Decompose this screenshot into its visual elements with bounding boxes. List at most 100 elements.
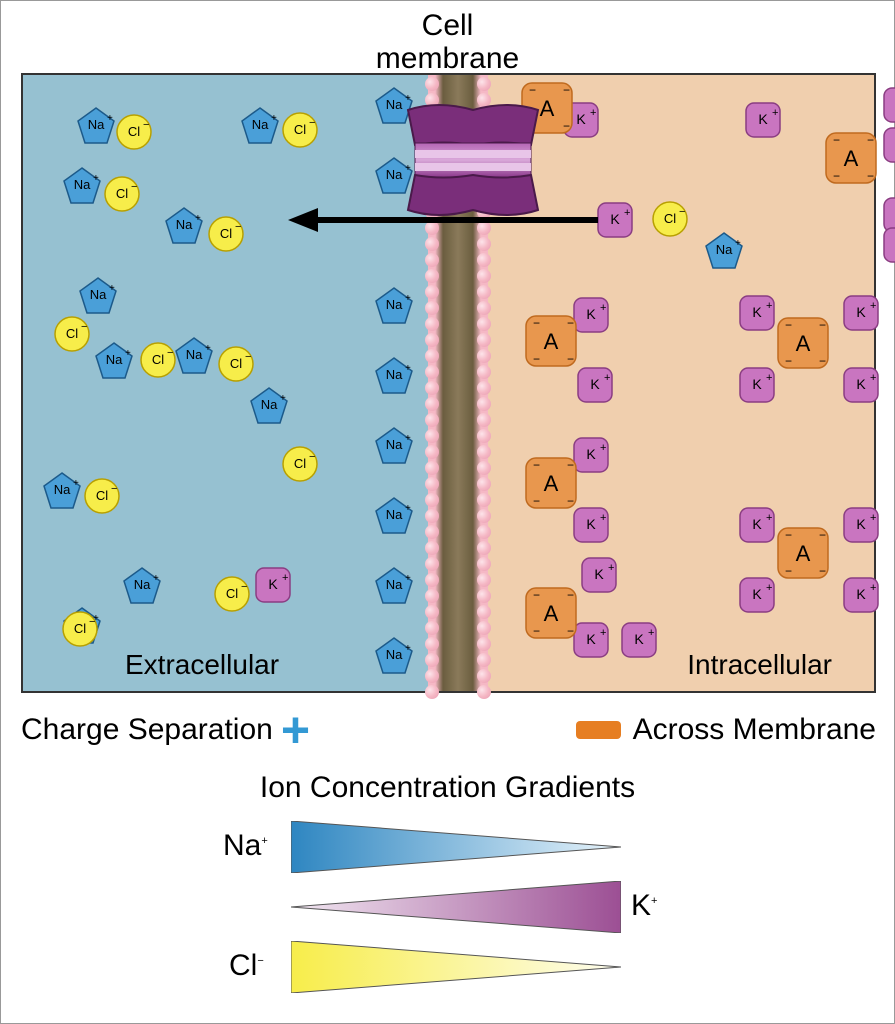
svg-text:−: − (867, 169, 874, 183)
svg-text:−: − (143, 119, 149, 131)
chloride-ion: Cl− (281, 111, 319, 149)
svg-text:+: + (405, 433, 411, 444)
potassium-ion: K+ (881, 85, 895, 125)
svg-text:−: − (309, 117, 315, 129)
svg-text:K: K (268, 576, 278, 592)
svg-text:Cl: Cl (66, 326, 78, 341)
phospholipid-head (477, 669, 491, 683)
svg-text:−: − (567, 588, 574, 602)
phospholipid-head (425, 445, 439, 459)
svg-text:A: A (844, 146, 859, 171)
phospholipid-head (477, 477, 491, 491)
phospholipid-head (477, 445, 491, 459)
chloride-ion: Cl− (651, 200, 689, 238)
phospholipid-head (425, 621, 439, 635)
phospholipid-head (425, 493, 439, 507)
svg-text:Na: Na (261, 397, 278, 412)
svg-text:Cl: Cl (220, 226, 232, 241)
svg-text:Cl: Cl (152, 352, 164, 367)
svg-text:Cl: Cl (74, 621, 86, 636)
phospholipid-head (425, 301, 439, 315)
potassium-ion: K+ (841, 365, 881, 405)
svg-text:Na: Na (186, 347, 203, 362)
svg-text:+: + (107, 113, 113, 124)
svg-text:+: + (870, 512, 876, 524)
svg-text:−: − (533, 458, 540, 472)
svg-text:−: − (245, 351, 251, 363)
phospholipid-head (477, 509, 491, 523)
phospholipid-head (477, 541, 491, 555)
svg-text:A: A (544, 471, 559, 496)
anion: A−−−− (775, 315, 831, 371)
svg-text:−: − (567, 352, 574, 366)
phospholipid-head (425, 461, 439, 475)
svg-text:−: − (867, 133, 874, 147)
svg-text:+: + (766, 582, 772, 594)
svg-text:Cl: Cl (294, 456, 306, 471)
phospholipid-head (425, 269, 439, 283)
sodium-ion: Na+ (373, 495, 415, 537)
potassium-ion: K+ (737, 293, 777, 333)
svg-text:K: K (586, 446, 596, 462)
anion: A−−−− (523, 313, 579, 369)
svg-text:+: + (735, 238, 741, 249)
svg-text:Cl: Cl (664, 211, 676, 226)
phospholipid-head (425, 253, 439, 267)
svg-text:Na: Na (74, 177, 91, 192)
svg-text:K: K (752, 304, 762, 320)
svg-text:+: + (624, 207, 630, 219)
svg-text:Na: Na (386, 437, 403, 452)
phospholipid-head (425, 317, 439, 331)
svg-text:Cl: Cl (116, 186, 128, 201)
svg-text:Na: Na (90, 287, 107, 302)
sodium-ion: Na+ (77, 275, 119, 317)
svg-text:+: + (73, 478, 79, 489)
phospholipid-head (477, 269, 491, 283)
phospholipid-head (477, 461, 491, 475)
svg-text:Na: Na (386, 577, 403, 592)
svg-text:−: − (819, 528, 826, 542)
svg-text:K: K (856, 304, 866, 320)
chloride-ion: Cl− (53, 315, 91, 353)
phospholipid-head (425, 397, 439, 411)
svg-text:K: K (586, 516, 596, 532)
intracellular-label: Intracellular (687, 649, 832, 681)
charge-label-1: Charge Separation (21, 713, 273, 747)
svg-text:Na: Na (88, 117, 105, 132)
svg-text:Cl: Cl (128, 124, 140, 139)
sodium-ion: Na+ (373, 285, 415, 327)
phospholipid-head (425, 557, 439, 571)
phospholipid-head (477, 685, 491, 699)
svg-text:K: K (856, 586, 866, 602)
phospholipid-head (477, 349, 491, 363)
gradients-title: Ion Concentration Gradients (260, 771, 635, 805)
svg-text:A: A (796, 331, 811, 356)
svg-text:K: K (610, 211, 620, 227)
phospholipid-head (477, 573, 491, 587)
anion: A−−−− (823, 130, 879, 186)
phospholipid-head (425, 477, 439, 491)
svg-text:−: − (533, 624, 540, 638)
potassium-ion: K+ (881, 225, 895, 265)
phospholipid-head (425, 605, 439, 619)
na-grad-label: Na+ (223, 829, 268, 863)
chloride-ion: Cl− (61, 610, 99, 648)
phospholipid-head (477, 317, 491, 331)
phospholipid-head (477, 365, 491, 379)
anion: A−−−− (775, 525, 831, 581)
svg-text:+: + (608, 562, 614, 574)
svg-text:+: + (766, 372, 772, 384)
svg-text:−: − (81, 321, 87, 333)
phospholipid-head (425, 349, 439, 363)
svg-text:+: + (271, 113, 277, 124)
svg-text:−: − (241, 581, 247, 593)
phospholipid-head (425, 509, 439, 523)
svg-text:A: A (544, 329, 559, 354)
extracellular-label: Extracellular (125, 649, 279, 681)
cl-gradient (291, 941, 621, 998)
svg-text:Cl: Cl (226, 586, 238, 601)
phospholipid-head (425, 541, 439, 555)
svg-text:−: − (785, 528, 792, 542)
svg-text:K: K (576, 111, 586, 127)
svg-text:K: K (586, 631, 596, 647)
